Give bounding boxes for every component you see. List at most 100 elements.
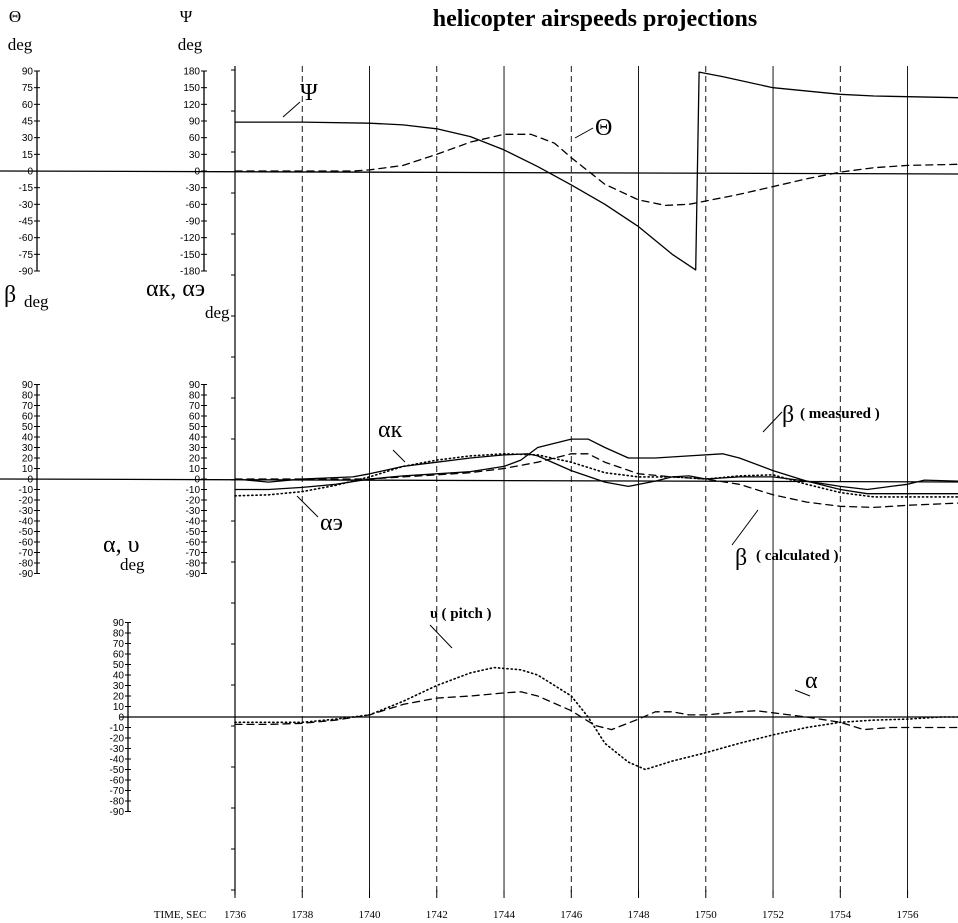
x-tick-label-10: 1756: [897, 909, 920, 921]
theta-axis-symbol: Θ: [9, 7, 21, 26]
beta-tick-label-0: 90: [22, 380, 34, 391]
psi-tick-label-10: -120: [180, 233, 200, 244]
alpha_k_e-tick-label-10: -10: [186, 485, 201, 496]
beta-calculated-qualifier: ( calculated ): [756, 548, 838, 564]
series-line-5: [234, 453, 958, 498]
psi-axis-symbol: Ψ: [180, 7, 193, 26]
alpha_k_e-tick-label-3: 60: [189, 412, 201, 423]
alpha_k_e-tick-label-11: -20: [186, 496, 201, 507]
beta-tick-label-6: 30: [22, 443, 34, 454]
alpha_v-tick-label-0: 90: [113, 618, 125, 629]
psi-tick-label-8: -60: [186, 200, 201, 211]
alpha_k_e-tick-label-6: 30: [189, 443, 201, 454]
alpha-k-curve-label: αк: [378, 417, 403, 443]
theta-tick-label-4: 30: [22, 133, 34, 144]
series-layer: [234, 71, 958, 771]
alpha-v-axis-symbol: α, υ: [103, 532, 139, 558]
series-line-6: [234, 666, 958, 771]
theta-axis-unit: deg: [8, 35, 33, 54]
x-tick-label-8: 1752: [762, 909, 784, 921]
x-tick-label-1: 1738: [291, 909, 314, 921]
beta-tick-label-16: -70: [19, 548, 34, 559]
alpha_v-tick-label-6: 30: [113, 681, 125, 692]
x-tick-label-5: 1746: [560, 909, 583, 921]
theta-tick-label-7: -15: [19, 183, 34, 194]
psi-tick-label-3: 90: [189, 117, 201, 128]
theta-tick-label-11: -75: [19, 250, 34, 261]
alpha_k_e-tick-label-8: 10: [189, 464, 201, 475]
alpha_v-tick-label-3: 60: [113, 650, 125, 661]
top-zero-line: [0, 170, 958, 175]
x-tick-label-7: 1750: [695, 909, 718, 921]
alpha-curve-label: α: [805, 668, 818, 694]
series-line-2: [234, 438, 958, 495]
x-tick-label-6: 1748: [628, 909, 651, 921]
beta-tick-label-13: -40: [19, 517, 34, 528]
x-tick-label-4: 1744: [493, 909, 516, 921]
alpha_k_e-tick-label-15: -60: [186, 538, 201, 549]
alpha_k_e-tick-label-13: -40: [186, 517, 201, 528]
beta-axis-symbol: β: [4, 282, 16, 308]
beta-tick-label-4: 50: [22, 422, 34, 433]
beta-tick-label-15: -60: [19, 538, 34, 549]
x-axis-label: TIME, SEC: [154, 909, 207, 921]
alpha_k_e-tick-label-17: -80: [186, 559, 201, 570]
beta-tick-label-14: -50: [19, 527, 34, 538]
alpha_v-tick-label-14: -50: [110, 765, 125, 776]
x-tick-label-0: 1736: [224, 909, 247, 921]
curve-labels: Ψ Θ αк αэ β ( measured ) β ( calculated …: [282, 80, 880, 697]
alpha_v-tick-label-5: 40: [113, 671, 125, 682]
alpha-e-curve-label: αэ: [320, 510, 343, 536]
beta-measured-qualifier: ( measured ): [800, 406, 880, 422]
theta-tick-label-12: -90: [19, 267, 34, 278]
alpha_k_e-tick-label-4: 50: [189, 422, 201, 433]
beta-tick-label-18: -90: [19, 569, 34, 580]
beta-tick-label-3: 60: [22, 412, 34, 423]
alpha_v-tick-label-1: 80: [113, 629, 125, 640]
theta-tick-label-1: 75: [22, 83, 34, 94]
alpha_v-tick-label-12: -30: [110, 744, 125, 755]
alpha_k_e-tick-label-1: 80: [189, 391, 201, 402]
theta-curve-label: Θ: [595, 115, 612, 141]
alpha_k_e-tick-label-7: 20: [189, 454, 201, 465]
psi-curve-label: Ψ: [300, 80, 318, 106]
series-line-7: [234, 691, 958, 731]
alpha_v-tick-label-18: -90: [110, 807, 125, 818]
beta-axis-unit: deg: [24, 292, 49, 311]
psi-tick-label-5: 30: [189, 150, 201, 161]
beta-tick-label-17: -80: [19, 559, 34, 570]
psi-tick-label-1: 150: [183, 83, 200, 94]
psi-tick-label-4: 60: [189, 133, 201, 144]
alpha_v-tick-label-16: -70: [110, 786, 125, 797]
chart-title: helicopter airspeeds projections: [433, 6, 757, 32]
psi-tick-label-9: -90: [186, 217, 201, 228]
theta-tick-label-8: -30: [19, 200, 34, 211]
beta-measured-curve-label: β: [782, 402, 794, 428]
psi-tick-label-7: -30: [186, 183, 201, 194]
x-tick-label-3: 1742: [426, 909, 448, 921]
alpha_v-tick-label-10: -10: [110, 723, 125, 734]
alpha_k_e-tick-label-14: -50: [186, 527, 201, 538]
psi-tick-label-2: 120: [183, 100, 200, 111]
pitch-curve-label: υ ( pitch ): [430, 606, 492, 622]
theta-tick-label-3: 45: [22, 117, 34, 128]
series-line-1: [234, 133, 958, 207]
theta-tick-label-9: -45: [19, 217, 34, 228]
beta-calculated-curve-label: β: [735, 545, 747, 571]
alpha_k_e-tick-label-2: 70: [189, 401, 201, 412]
psi-tick-label-12: -180: [180, 267, 200, 278]
beta-tick-label-10: -10: [19, 485, 34, 496]
beta-tick-label-11: -20: [19, 496, 34, 507]
alpha-k-e-axis-symbol: αк, αэ: [146, 276, 205, 302]
theta-tick-label-5: 15: [22, 150, 34, 161]
psi-tick-label-11: -150: [180, 250, 200, 261]
alpha_k_e-tick-label-12: -30: [186, 506, 201, 517]
alpha_k_e-tick-label-0: 90: [189, 380, 201, 391]
series-line-3: [234, 453, 958, 509]
alpha_v-tick-label-8: 10: [113, 702, 125, 713]
alpha_v-tick-label-11: -20: [110, 734, 125, 745]
axes-layer: 9075604530150-15-30-45-60-75-90180150120…: [0, 66, 958, 921]
beta-tick-label-12: -30: [19, 506, 34, 517]
alpha_v-tick-label-17: -80: [110, 797, 125, 808]
